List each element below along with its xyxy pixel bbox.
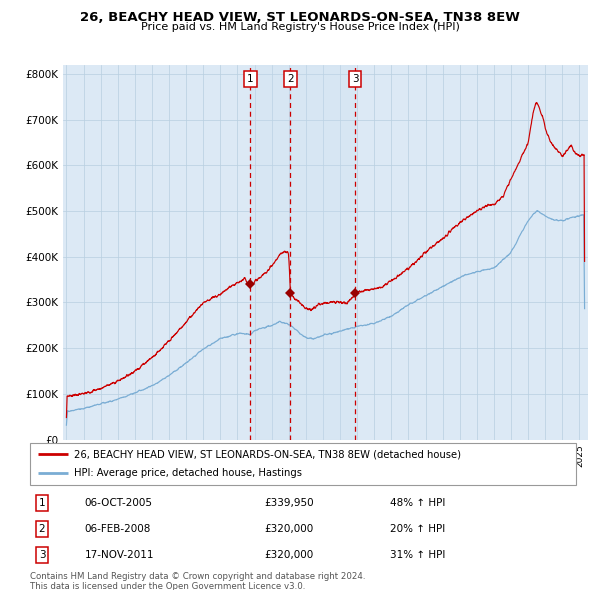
Text: 3: 3 [352, 74, 358, 84]
Text: 48% ↑ HPI: 48% ↑ HPI [391, 498, 446, 507]
Text: 20% ↑ HPI: 20% ↑ HPI [391, 524, 446, 534]
Text: 1: 1 [38, 498, 46, 507]
Text: 17-NOV-2011: 17-NOV-2011 [85, 550, 154, 560]
Bar [250, 65, 290, 440]
Text: 2: 2 [38, 524, 46, 534]
Text: 1: 1 [247, 74, 254, 84]
Text: HPI: Average price, detached house, Hastings: HPI: Average price, detached house, Hast… [74, 468, 302, 478]
Text: This data is licensed under the Open Government Licence v3.0.: This data is licensed under the Open Gov… [30, 582, 305, 590]
Text: £320,000: £320,000 [265, 524, 314, 534]
FancyBboxPatch shape [30, 442, 576, 485]
Text: 2: 2 [287, 74, 293, 84]
Text: 26, BEACHY HEAD VIEW, ST LEONARDS-ON-SEA, TN38 8EW (detached house): 26, BEACHY HEAD VIEW, ST LEONARDS-ON-SEA… [74, 450, 461, 460]
Text: Price paid vs. HM Land Registry's House Price Index (HPI): Price paid vs. HM Land Registry's House … [140, 22, 460, 32]
Text: 06-OCT-2005: 06-OCT-2005 [85, 498, 152, 507]
Text: 06-FEB-2008: 06-FEB-2008 [85, 524, 151, 534]
Text: Contains HM Land Registry data © Crown copyright and database right 2024.: Contains HM Land Registry data © Crown c… [30, 572, 365, 581]
Text: 26, BEACHY HEAD VIEW, ST LEONARDS-ON-SEA, TN38 8EW: 26, BEACHY HEAD VIEW, ST LEONARDS-ON-SEA… [80, 11, 520, 24]
Text: £320,000: £320,000 [265, 550, 314, 560]
Text: 3: 3 [38, 550, 46, 560]
Text: 31% ↑ HPI: 31% ↑ HPI [391, 550, 446, 560]
Text: £339,950: £339,950 [265, 498, 314, 507]
Bar [290, 65, 355, 440]
